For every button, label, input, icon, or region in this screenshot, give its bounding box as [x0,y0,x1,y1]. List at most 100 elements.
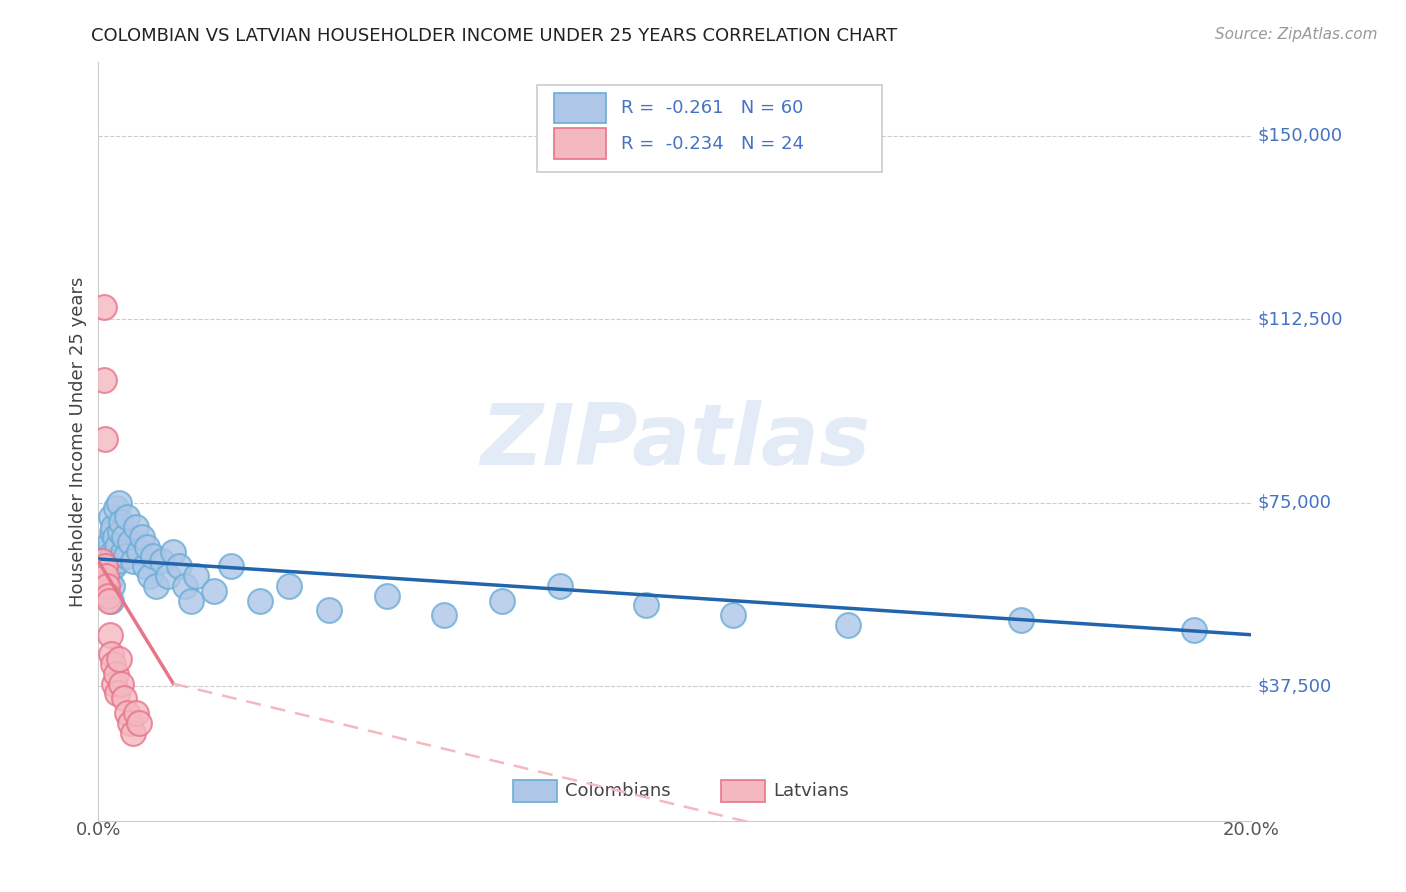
Point [94,432,117,446]
Point [107,554,129,568]
Point [249,593,271,607]
Point [112,530,135,544]
Point [180,593,202,607]
Point [101,657,124,672]
Point [101,544,124,558]
Point [128,544,150,558]
Text: R =  -0.261   N = 60: R = -0.261 N = 60 [620,99,803,117]
Point [115,549,138,564]
Point [174,579,197,593]
Point [98,628,121,642]
Point [548,579,571,593]
Point [120,534,142,549]
Text: $112,500: $112,500 [1257,310,1343,328]
Point [837,618,859,632]
Text: Source: ZipAtlas.com: Source: ZipAtlas.com [1215,27,1378,42]
Point [145,579,167,593]
Point [120,715,142,730]
Point [93,373,115,387]
Point [131,530,153,544]
Text: COLOMBIAN VS LATVIAN HOUSEHOLDER INCOME UNDER 25 YEARS CORRELATION CHART: COLOMBIAN VS LATVIAN HOUSEHOLDER INCOME … [91,27,897,45]
FancyBboxPatch shape [513,780,557,803]
Point [721,608,744,623]
Point [136,540,159,554]
Text: Colombians: Colombians [565,782,671,800]
Point [134,559,156,574]
Point [100,524,122,539]
Text: R =  -0.234   N = 24: R = -0.234 N = 24 [620,135,804,153]
Point [98,554,121,568]
Point [98,534,121,549]
Point [103,530,125,544]
Point [111,544,134,558]
Point [103,676,125,690]
Point [139,569,162,583]
Point [122,725,145,739]
Point [117,510,139,524]
Point [104,500,127,515]
Point [108,496,131,510]
Text: ZIPatlas: ZIPatlas [479,400,870,483]
Point [107,686,129,700]
Point [91,554,114,568]
Point [110,676,132,690]
Point [103,520,125,534]
Point [186,569,208,583]
FancyBboxPatch shape [537,85,883,172]
Point [1182,623,1205,637]
Point [93,300,115,314]
Point [100,648,122,662]
Point [100,510,122,524]
Point [125,520,148,534]
Point [167,559,190,574]
Point [162,544,184,558]
Point [110,524,132,539]
Point [96,569,118,583]
Point [122,554,145,568]
Point [91,554,114,568]
Point [277,579,299,593]
Text: $37,500: $37,500 [1257,677,1331,695]
Point [110,515,132,529]
Point [97,564,120,578]
Point [128,715,150,730]
Point [97,549,120,564]
Point [105,540,128,554]
Text: 0.0%: 0.0% [76,821,121,838]
Point [375,589,398,603]
Point [94,559,117,574]
Point [112,691,135,706]
Point [101,579,124,593]
Y-axis label: Householder Income Under 25 years: Householder Income Under 25 years [69,277,87,607]
FancyBboxPatch shape [721,780,765,803]
Point [150,554,173,568]
Point [1010,613,1032,627]
Point [125,706,148,720]
Point [96,559,118,574]
Point [97,574,120,588]
Point [117,706,139,720]
Point [100,593,122,607]
Text: 20.0%: 20.0% [1223,821,1279,838]
Point [318,603,340,617]
Point [219,559,242,574]
Text: $150,000: $150,000 [1257,127,1343,145]
Text: Latvians: Latvians [773,782,849,800]
Text: $75,000: $75,000 [1257,493,1331,512]
Point [433,608,456,623]
FancyBboxPatch shape [554,128,606,159]
Point [96,583,118,598]
Point [94,544,117,558]
Point [103,559,125,574]
Point [97,593,120,607]
Point [97,589,120,603]
Point [202,583,225,598]
Point [142,549,165,564]
FancyBboxPatch shape [554,93,606,123]
Point [94,579,117,593]
Point [104,666,127,681]
Point [96,579,118,593]
Point [93,569,115,583]
Point [636,599,658,613]
Point [108,652,131,666]
